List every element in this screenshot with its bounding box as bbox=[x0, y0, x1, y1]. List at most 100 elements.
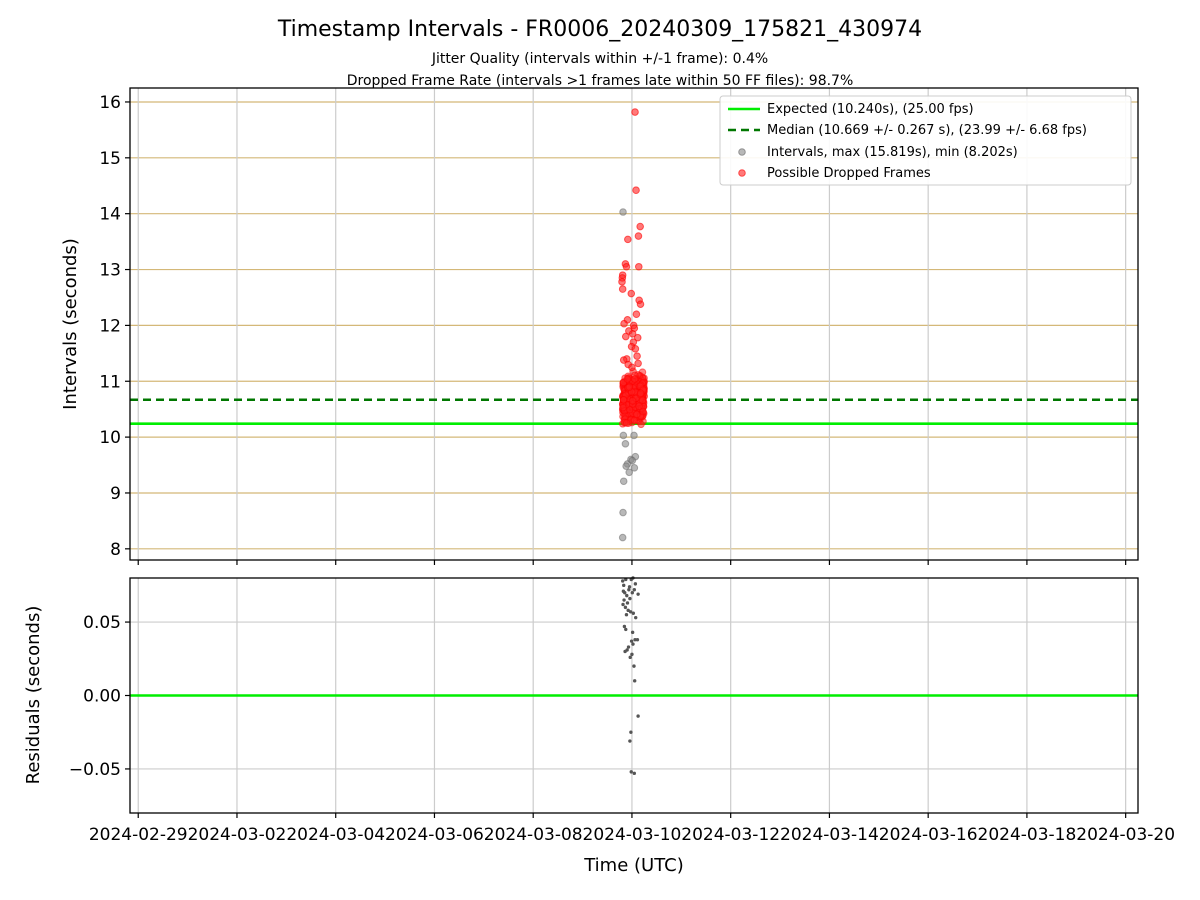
intervals-y-axis-label: Intervals (seconds) bbox=[60, 238, 81, 410]
dropped-point-10 bbox=[618, 278, 626, 286]
dropped-point-1 bbox=[632, 186, 640, 195]
dropped-cluster-point-406 bbox=[628, 396, 637, 405]
dropped-point-32 bbox=[628, 363, 636, 372]
interval-point-12 bbox=[630, 431, 638, 440]
dropped-point-30 bbox=[634, 359, 642, 368]
dropped-cluster-point-416 bbox=[619, 396, 628, 404]
residual-point-13 bbox=[636, 592, 640, 596]
residual-point-10 bbox=[627, 585, 632, 589]
residuals-points bbox=[620, 576, 640, 776]
dropped-cluster-point-409 bbox=[630, 375, 639, 383]
dropped-cluster-point-407 bbox=[638, 396, 647, 404]
intervals-ytick-label-8: 16 bbox=[99, 93, 121, 113]
dropped-cluster-point-405 bbox=[635, 402, 643, 411]
residual-point-14 bbox=[622, 598, 626, 602]
intervals-ytick-label-3: 11 bbox=[99, 372, 121, 392]
dropped-cluster-point-415 bbox=[623, 375, 632, 383]
residual-point-22 bbox=[634, 615, 638, 620]
x-tick-label-6: 2024-03-12 bbox=[681, 825, 780, 845]
x-tick-label-5: 2024-03-10 bbox=[583, 825, 682, 845]
intervals-ytick-label-6: 14 bbox=[99, 205, 121, 225]
x-tick-label-2: 2024-03-04 bbox=[286, 825, 385, 845]
dropped-point-23 bbox=[633, 333, 642, 342]
interval-point-0 bbox=[618, 533, 627, 542]
residual-point-25 bbox=[624, 627, 628, 632]
residuals-x-ticks: 2024-02-29 2024-03-02 2024-03-04 2024-03-06… bbox=[89, 813, 1175, 845]
residual-point-9 bbox=[625, 593, 629, 598]
residual-point-30 bbox=[631, 642, 635, 646]
dropped-point-2 bbox=[636, 222, 644, 231]
dropped-point-15 bbox=[632, 310, 641, 319]
x-tick-label-8: 2024-03-16 bbox=[879, 825, 978, 845]
residual-point-1 bbox=[622, 583, 626, 588]
residuals-y-axis-label: Residuals (seconds) bbox=[23, 606, 44, 785]
residual-point-42 bbox=[632, 771, 637, 776]
dropped-cluster-point-410 bbox=[636, 389, 645, 397]
residual-point-24 bbox=[622, 624, 627, 629]
residual-point-36 bbox=[632, 664, 636, 668]
interval-point-9 bbox=[625, 468, 634, 477]
residual-point-17 bbox=[621, 602, 625, 607]
dropped-point-29 bbox=[619, 356, 628, 364]
dropped-cluster-point-417 bbox=[619, 403, 627, 412]
residual-point-20 bbox=[631, 611, 636, 615]
dropped-point-22 bbox=[621, 332, 630, 341]
dropped-point-7 bbox=[622, 262, 631, 271]
intervals-axes-frame bbox=[129, 87, 1139, 561]
interval-point-4 bbox=[622, 462, 630, 470]
legend-dropped-marker bbox=[738, 169, 746, 177]
interval-point-1 bbox=[619, 508, 627, 517]
intervals-panel: 8 9 10 11 12 13 14 15 16 Intervals (seconds) Exp… bbox=[60, 87, 1139, 565]
interval-point-6 bbox=[630, 464, 639, 472]
dropped-point-21 bbox=[628, 329, 637, 338]
intervals-x-ticks bbox=[137, 560, 1127, 565]
residual-point-39 bbox=[629, 730, 633, 734]
legend-intervals-marker bbox=[738, 148, 746, 156]
intervals-ytick-label-2: 10 bbox=[99, 428, 121, 448]
dropped-cluster-point-404 bbox=[625, 383, 634, 391]
legend-intervals-label: Intervals, max (15.819s), min (8.202s) bbox=[767, 145, 1018, 160]
residual-point-40 bbox=[628, 739, 632, 743]
interval-point-8 bbox=[628, 456, 637, 465]
dropped-point-3 bbox=[634, 232, 643, 240]
residual-point-31 bbox=[626, 645, 631, 649]
intervals-ytick-label-1: 9 bbox=[110, 484, 121, 504]
x-tick-label-4: 2024-03-08 bbox=[484, 825, 583, 845]
intervals-y-ticks: 8 9 10 11 12 13 14 15 16 bbox=[99, 93, 130, 560]
x-tick-label-0: 2024-02-29 bbox=[89, 825, 188, 845]
residual-point-41 bbox=[629, 770, 633, 774]
interval-point-10 bbox=[621, 440, 630, 448]
intervals-ytick-label-4: 12 bbox=[99, 316, 121, 336]
chart-title: Timestamp Intervals - FR0006_20240309_17… bbox=[277, 17, 922, 42]
dropped-point-12 bbox=[627, 289, 636, 298]
dropped-cluster-point-419 bbox=[639, 407, 647, 416]
residual-point-33 bbox=[625, 648, 629, 652]
dropped-point-4 bbox=[624, 235, 632, 244]
interval-point-13 bbox=[619, 208, 627, 216]
residuals-panel: −0.050.000.05 2024-02-29 2024-03-02 2024-0… bbox=[23, 576, 1175, 876]
residuals-ytick-label-1: 0.00 bbox=[83, 687, 121, 707]
residual-point-37 bbox=[632, 679, 637, 683]
dropped-cluster-point-418 bbox=[632, 410, 641, 419]
residual-point-28 bbox=[635, 637, 640, 642]
residuals-y-ticks: −0.05 0.00 0.05 bbox=[69, 613, 130, 780]
residual-point-29 bbox=[629, 639, 634, 643]
residual-point-26 bbox=[630, 630, 635, 635]
x-tick-label-10: 2024-03-20 bbox=[1076, 825, 1175, 845]
dropped-point-11 bbox=[618, 285, 627, 293]
intervals-ytick-label-7: 15 bbox=[99, 149, 121, 169]
chart-subtitle-jitter: Jitter Quality (intervals within +/-1 fr… bbox=[431, 51, 768, 67]
legend-median-label: Median (10.669 +/- 0.267 s), (23.99 +/- … bbox=[767, 123, 1087, 138]
legend: Expected (10.240s), (25.00 fps) Median (… bbox=[719, 95, 1132, 186]
dropped-point-26 bbox=[631, 345, 640, 353]
residual-point-0 bbox=[620, 579, 625, 583]
residual-point-3 bbox=[627, 588, 631, 592]
legend-expected-label: Expected (10.240s), (25.00 fps) bbox=[767, 102, 974, 117]
dropped-point-17 bbox=[620, 319, 628, 328]
dropped-point-27 bbox=[633, 352, 641, 360]
dropped-point-5 bbox=[635, 262, 643, 271]
legend-box bbox=[719, 95, 1132, 186]
residual-point-34 bbox=[630, 652, 634, 657]
x-axis-label: Time (UTC) bbox=[583, 855, 684, 876]
